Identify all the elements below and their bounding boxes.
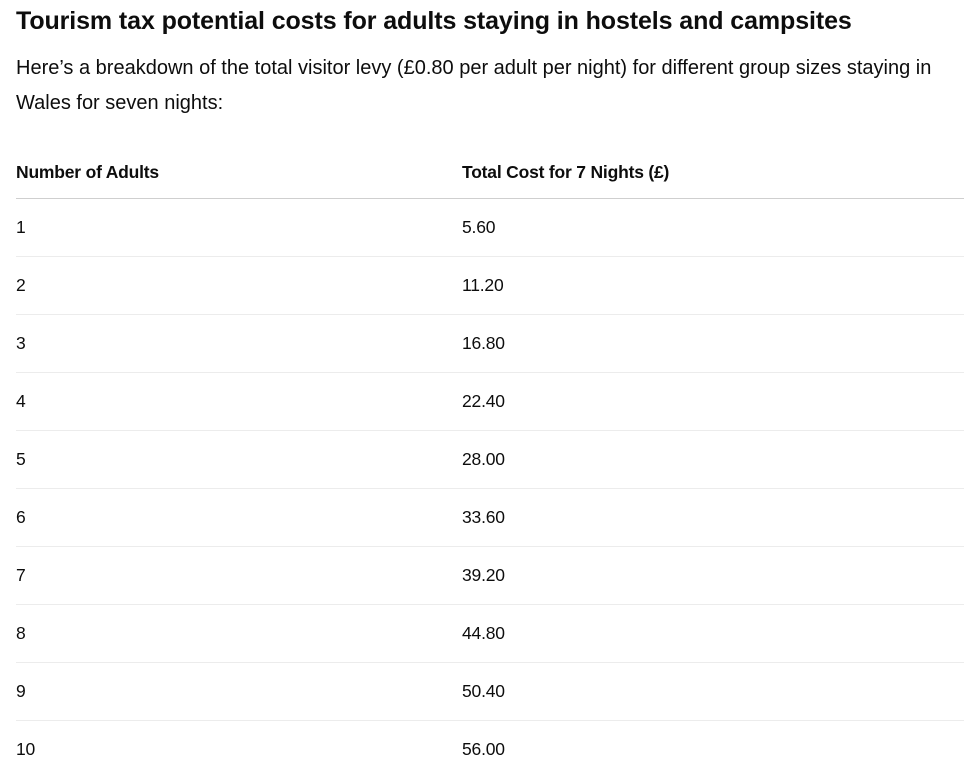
table-row: 3 16.80 [16,315,964,373]
cell-total-cost: 39.20 [462,547,964,605]
cell-total-cost: 22.40 [462,373,964,431]
page-title: Tourism tax potential costs for adults s… [16,0,964,37]
column-header-total-cost: Total Cost for 7 Nights (£) [462,146,964,199]
table-row: 10 56.00 [16,721,964,778]
table-header-row: Number of Adults Total Cost for 7 Nights… [16,146,964,199]
table-row: 1 5.60 [16,199,964,257]
cell-adults: 6 [16,489,462,547]
cell-adults: 5 [16,431,462,489]
cell-total-cost: 28.00 [462,431,964,489]
cell-total-cost: 50.40 [462,663,964,721]
table-row: 7 39.20 [16,547,964,605]
table-row: 6 33.60 [16,489,964,547]
intro-paragraph: Here’s a breakdown of the total visitor … [16,51,972,121]
cell-adults: 1 [16,199,462,257]
table-row: 4 22.40 [16,373,964,431]
cell-total-cost: 56.00 [462,721,964,778]
cell-adults: 9 [16,663,462,721]
cell-total-cost: 16.80 [462,315,964,373]
cell-adults: 10 [16,721,462,778]
levy-cost-table: Number of Adults Total Cost for 7 Nights… [16,146,964,778]
column-header-adults: Number of Adults [16,146,462,199]
cell-total-cost: 33.60 [462,489,964,547]
cell-adults: 4 [16,373,462,431]
cell-adults: 7 [16,547,462,605]
cell-total-cost: 5.60 [462,199,964,257]
cell-total-cost: 11.20 [462,257,964,315]
table-row: 2 11.20 [16,257,964,315]
cell-adults: 2 [16,257,462,315]
cell-adults: 3 [16,315,462,373]
table-row: 9 50.40 [16,663,964,721]
cell-adults: 8 [16,605,462,663]
cell-total-cost: 44.80 [462,605,964,663]
table-row: 8 44.80 [16,605,964,663]
table-row: 5 28.00 [16,431,964,489]
